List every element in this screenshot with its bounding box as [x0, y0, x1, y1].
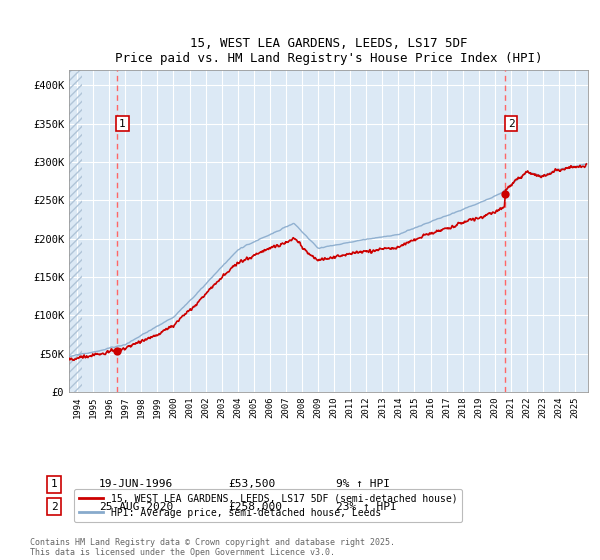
- Title: 15, WEST LEA GARDENS, LEEDS, LS17 5DF
Price paid vs. HM Land Registry's House Pr: 15, WEST LEA GARDENS, LEEDS, LS17 5DF Pr…: [115, 36, 542, 64]
- Text: 1: 1: [119, 119, 126, 129]
- Legend: 15, WEST LEA GARDENS, LEEDS, LS17 5DF (semi-detached house), HPI: Average price,: 15, WEST LEA GARDENS, LEEDS, LS17 5DF (s…: [74, 489, 462, 522]
- Text: 25-AUG-2020: 25-AUG-2020: [99, 502, 173, 512]
- Text: 2: 2: [50, 502, 58, 512]
- Text: 19-JUN-1996: 19-JUN-1996: [99, 479, 173, 489]
- Text: 9% ↑ HPI: 9% ↑ HPI: [336, 479, 390, 489]
- Text: 23% ↑ HPI: 23% ↑ HPI: [336, 502, 397, 512]
- Bar: [69, 70, 82, 392]
- Text: £53,500: £53,500: [228, 479, 275, 489]
- Text: £258,000: £258,000: [228, 502, 282, 512]
- Text: 2: 2: [508, 119, 514, 129]
- Text: Contains HM Land Registry data © Crown copyright and database right 2025.
This d: Contains HM Land Registry data © Crown c…: [30, 538, 395, 557]
- Text: 1: 1: [50, 479, 58, 489]
